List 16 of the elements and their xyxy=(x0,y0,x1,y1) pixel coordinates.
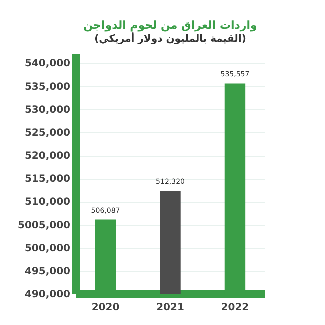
y-tick-label: 490,000 xyxy=(24,290,71,300)
chart-title: واردات العراق من لحوم الدواجن xyxy=(84,19,258,32)
x-tick-label: 2020 xyxy=(92,302,120,314)
y-tick-label: 540,000 xyxy=(24,58,71,70)
y-tick-label: 500,000 xyxy=(24,243,71,254)
y-tick-label: 495,000 xyxy=(24,266,71,278)
y-tick-label: 530,000 xyxy=(24,104,71,116)
x-tick-label: 2022 xyxy=(221,302,250,314)
y-tick-label: 535,000 xyxy=(24,82,71,93)
y-tick-label: 525,000 xyxy=(24,128,71,139)
y-tick-label: 515,000 xyxy=(24,174,71,186)
y-tick-label: 5005,000 xyxy=(18,220,71,232)
chart-subtitle: (القيمة بالمليون دولار أمريكي) xyxy=(94,32,246,45)
x-tick-label: 2021 xyxy=(156,302,184,314)
y-tick-label: 510,000 xyxy=(24,197,71,208)
y-tick-label: 520,000 xyxy=(24,151,71,162)
